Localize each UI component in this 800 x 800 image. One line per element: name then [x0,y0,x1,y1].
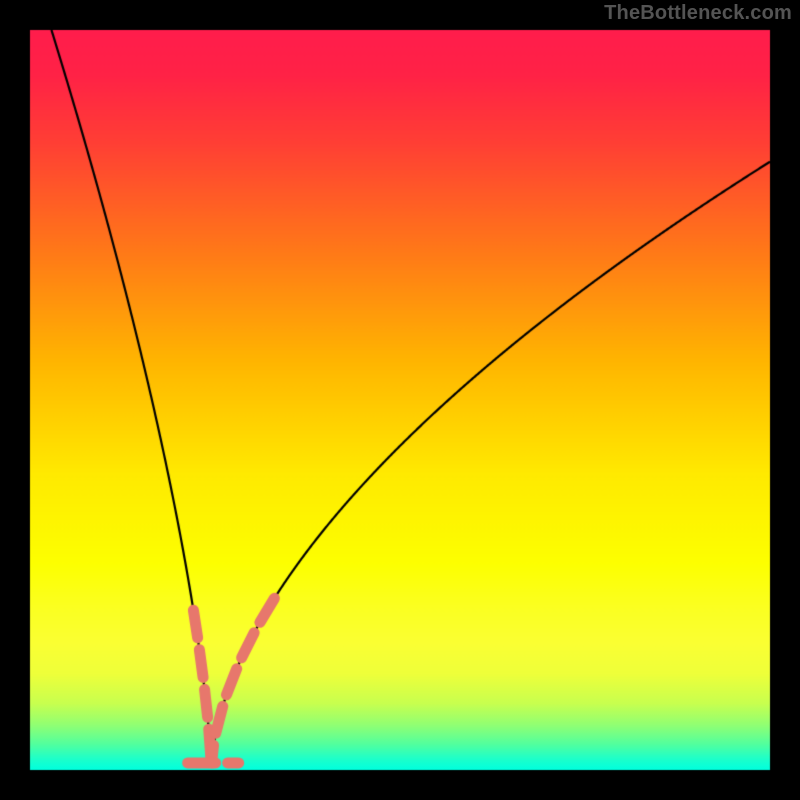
watermark-text: TheBottleneck.com [604,2,792,25]
bottleneck-chart-canvas [0,0,800,800]
chart-stage: TheBottleneck.com [0,0,800,800]
